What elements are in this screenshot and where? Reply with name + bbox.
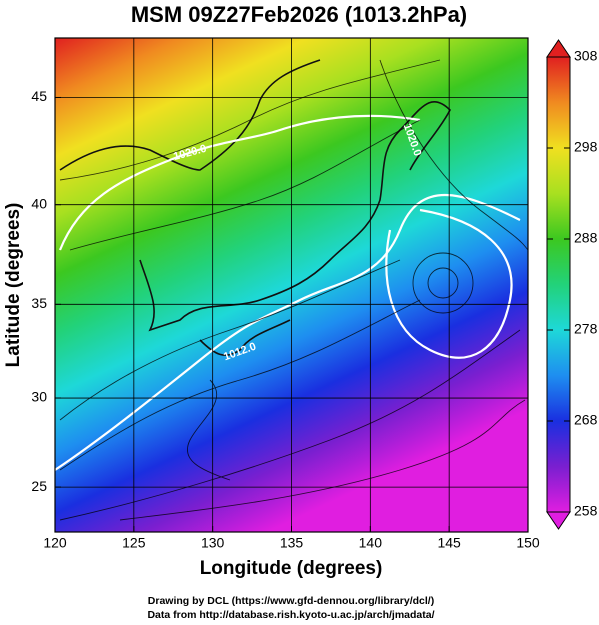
x-tick-label: 135 (280, 535, 304, 551)
colorbar-min-arrow (546, 511, 571, 530)
colorbar-tick-label: 298 (574, 139, 598, 155)
colorbar-max-arrow (546, 39, 571, 58)
x-tick-label: 140 (359, 535, 383, 551)
x-tick-label: 125 (122, 535, 146, 551)
colorbar-tick-label: 278 (574, 321, 598, 337)
x-axis-label: Longitude (degrees) (200, 558, 383, 579)
footer-line: Drawing by DCL (https://www.gfd-dennou.o… (148, 595, 434, 607)
x-tick-label: 150 (516, 535, 540, 551)
streamlines (59, 59, 528, 521)
colorbar-tick-label: 308 (574, 48, 598, 64)
colorbar-tick-label: 268 (574, 412, 598, 428)
y-tick-label: 30 (31, 389, 47, 405)
y-tick-label: 35 (31, 295, 47, 311)
colorbar-tick-label: 288 (574, 230, 598, 246)
x-tick-label: 120 (43, 535, 67, 551)
y-tick-label: 25 (31, 478, 47, 494)
x-tick-label: 145 (437, 535, 461, 551)
footer-line: Data from http://database.rish.kyoto-u.a… (147, 609, 434, 621)
x-tick-label: 130 (201, 535, 225, 551)
isobars (55, 114, 521, 471)
y-axis-label: Latitude (degrees) (3, 203, 24, 368)
y-tick-label: 45 (31, 88, 47, 104)
colorbar-tick-label: 258 (574, 503, 598, 519)
colorbar (546, 56, 571, 513)
chart-title: MSM 09Z27Feb2026 (1013.2hPa) (131, 2, 467, 27)
y-tick-label: 40 (31, 195, 47, 211)
